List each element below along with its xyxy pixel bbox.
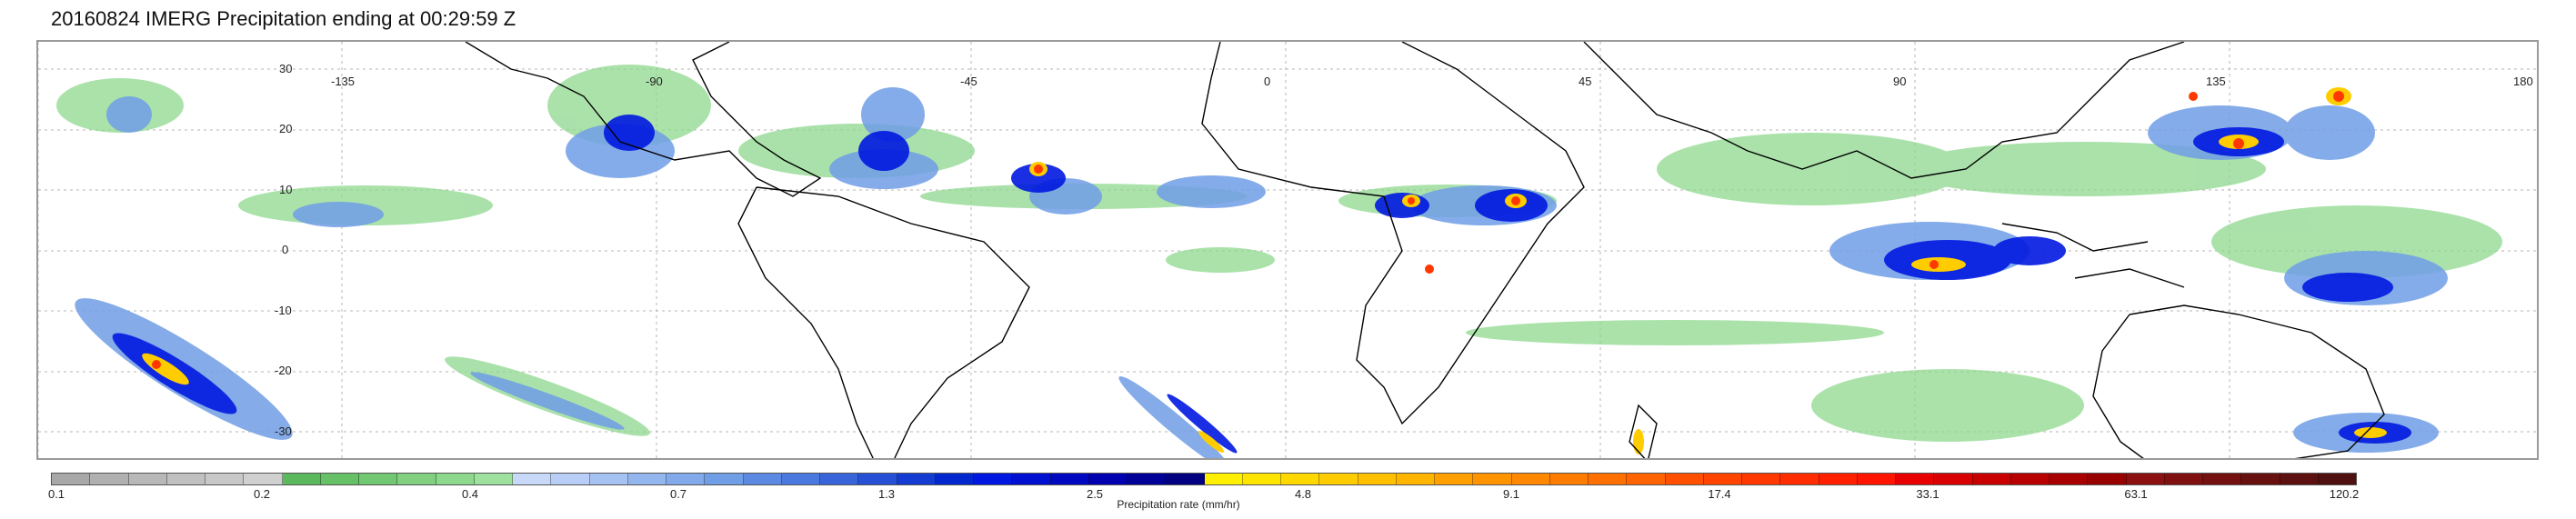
precipitation-field [56, 65, 2502, 458]
colorbar-segment [1934, 474, 1973, 484]
colorbar-segment [1665, 474, 1704, 484]
colorbar-segment [2088, 474, 2127, 484]
lat-label-minus-30: -30 [275, 424, 292, 438]
lon-label-minus-90: -90 [646, 75, 663, 88]
colorbar-segment [320, 474, 359, 484]
colorbar-segment [1396, 474, 1435, 484]
colorbar-segment [1549, 474, 1589, 484]
lon-label-45: 45 [1579, 75, 1592, 88]
colorbar-segment [1857, 474, 1896, 484]
colorbar-segment [1050, 474, 1089, 484]
colorbar-segment [1242, 474, 1281, 484]
colorbar-segment [1435, 474, 1474, 484]
colorbar-segment [244, 474, 283, 484]
coastlines [465, 42, 2385, 458]
lon-label-180: 180 [2513, 75, 2533, 88]
colorbar-segment [205, 474, 245, 484]
colorbar-segment [513, 474, 552, 484]
colorbar-segment [2203, 474, 2242, 484]
colorbar-segment [2241, 474, 2280, 484]
lon-label-135: 135 [2206, 75, 2226, 88]
colorbar-tick-6: 4.8 [1294, 487, 1312, 501]
colorbar-tick-10: 63.1 [2124, 487, 2148, 501]
colorbar-segment [820, 474, 859, 484]
map-canvas [38, 42, 2537, 458]
colorbar-segment [743, 474, 782, 484]
colorbar-segment [2280, 474, 2319, 484]
colorbar-segment [1896, 474, 1935, 484]
lon-label-minus-135: -135 [331, 75, 356, 88]
colorbar-segment [1627, 474, 1666, 484]
colorbar-tick-4: 1.3 [877, 487, 896, 501]
colorbar [51, 473, 2357, 485]
colorbar-segment [1204, 474, 1243, 484]
colorbar-segment [1511, 474, 1550, 484]
colorbar-segment [1166, 474, 1205, 484]
colorbar-segment [166, 474, 205, 484]
colorbar-segment [359, 474, 398, 484]
colorbar-segment [1819, 474, 1858, 484]
colorbar-segment [2010, 474, 2050, 484]
colorbar-tick-0: 0.1 [47, 487, 65, 501]
lat-label-minus-10: -10 [275, 304, 292, 317]
colorbar-tick-1: 0.2 [253, 487, 271, 501]
map-title: 20160824 IMERG Precipitation ending at 0… [51, 7, 516, 30]
colorbar-segment [1742, 474, 1781, 484]
colorbar-segment [1703, 474, 1742, 484]
colorbar-segment [1012, 474, 1051, 484]
colorbar-segment [781, 474, 820, 484]
colorbar-segment [1473, 474, 1512, 484]
lat-label-0: 0 [282, 243, 289, 256]
colorbar-segment [52, 474, 91, 484]
lon-label-0: 0 [1264, 75, 1271, 88]
lon-label-90: 90 [1893, 75, 1907, 88]
colorbar-segment [90, 474, 129, 484]
colorbar-segment [667, 474, 706, 484]
colorbar-tick-2: 0.4 [461, 487, 479, 501]
colorbar-segment [1319, 474, 1358, 484]
lat-label-10: 10 [279, 183, 293, 196]
colorbar-segment [627, 474, 667, 484]
colorbar-segment [2164, 474, 2203, 484]
colorbar-segment [2050, 474, 2089, 484]
lat-label-minus-20: -20 [275, 364, 292, 377]
colorbar-segment [2318, 474, 2356, 484]
colorbar-segment [935, 474, 974, 484]
colorbar-segment [589, 474, 628, 484]
lon-label-minus-45: -45 [960, 75, 977, 88]
colorbar-segment [128, 474, 167, 484]
colorbar-segment [551, 474, 590, 484]
precipitation-map: 30 20 10 0 -10 -20 -30 -135 -90 -45 0 45… [36, 40, 2539, 460]
lat-label-30: 30 [279, 62, 293, 75]
colorbar-tick-9: 33.1 [1916, 487, 1940, 501]
colorbar-segment [897, 474, 936, 484]
colorbar-segment [2126, 474, 2165, 484]
colorbar-tick-8: 17.4 [1708, 487, 1731, 501]
colorbar-segment [974, 474, 1013, 484]
colorbar-segment [1780, 474, 1819, 484]
colorbar-segment [1972, 474, 2011, 484]
colorbar-segment [282, 474, 321, 484]
colorbar-segment [397, 474, 436, 484]
colorbar-segment [1128, 474, 1167, 484]
colorbar-segment [705, 474, 744, 484]
colorbar-segment [474, 474, 513, 484]
colorbar-segment [1358, 474, 1397, 484]
colorbar-segment [1281, 474, 1320, 484]
colorbar-tick-7: 9.1 [1502, 487, 1520, 501]
colorbar-segment [1088, 474, 1128, 484]
colorbar-caption: Precipitation rate (mm/hr) [1117, 498, 1240, 511]
lat-label-20: 20 [279, 122, 293, 135]
colorbar-tick-3: 0.7 [669, 487, 687, 501]
colorbar-tick-11: 120.2 [2329, 487, 2360, 501]
colorbar-tick-5: 2.5 [1086, 487, 1104, 501]
colorbar-segment [1589, 474, 1628, 484]
colorbar-segment [858, 474, 897, 484]
colorbar-segment [436, 474, 475, 484]
graticule-lines [38, 42, 2537, 458]
